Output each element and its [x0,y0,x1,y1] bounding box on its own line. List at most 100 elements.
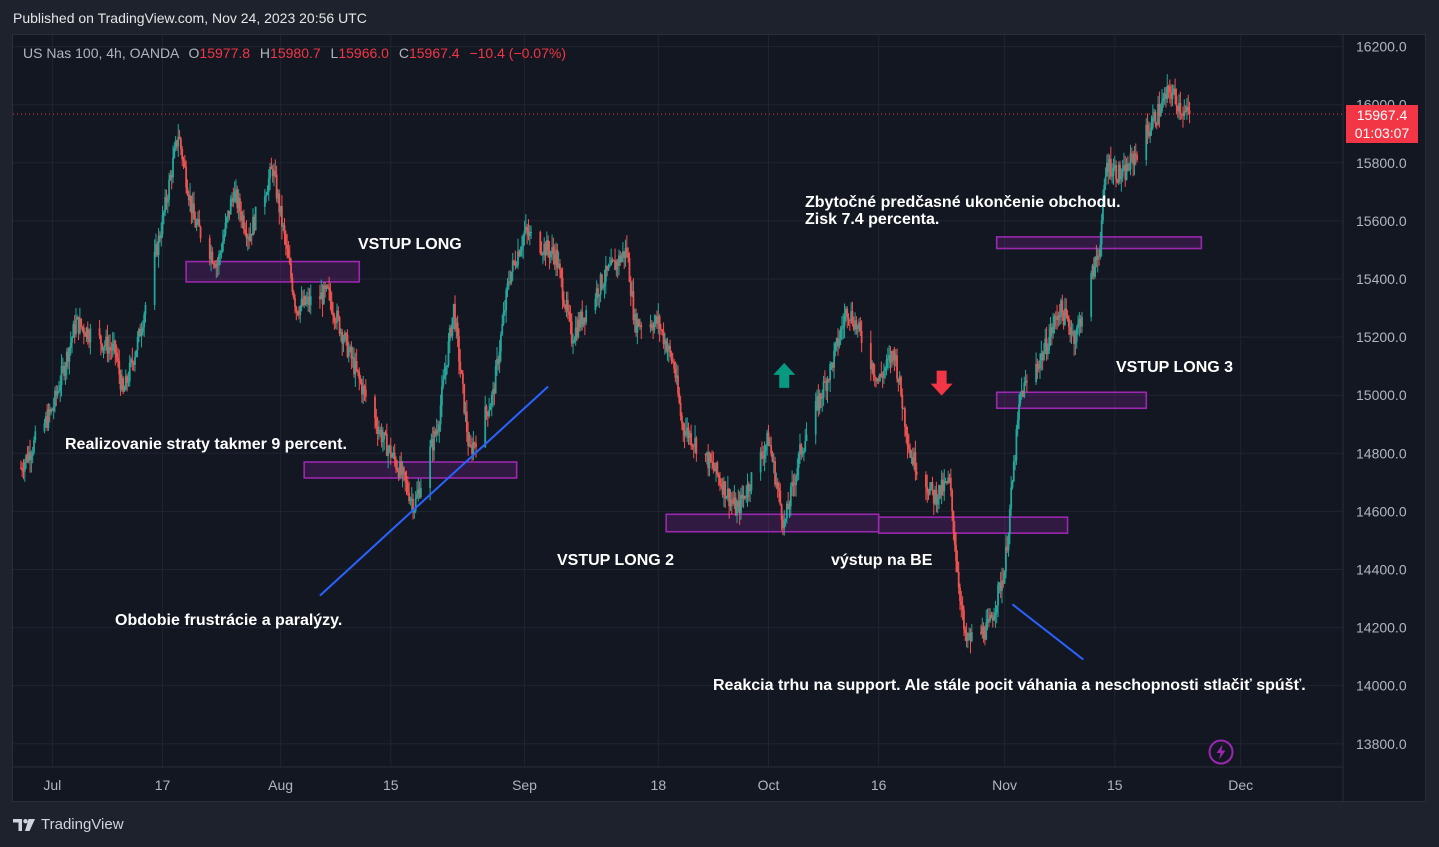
candle-body [611,259,614,261]
annotation-vstup-long-2[interactable]: VSTUP LONG 2 [557,552,675,569]
candle-body [173,148,176,158]
entry-zone[interactable] [665,513,880,533]
price-tick-label: 14400.0 [1356,561,1407,577]
candle-body [77,316,80,334]
candle-body [402,467,405,472]
candle-body [629,282,632,296]
time-tick-label: 15 [1107,777,1123,793]
candle-body [168,179,170,200]
entry-zone[interactable] [185,260,361,283]
candle-body [26,454,29,462]
candle-body [218,254,220,266]
candle-body [888,355,891,359]
candle-body [1046,349,1049,355]
candle-body [522,236,525,247]
candle-body [564,305,567,309]
candle-body [162,211,165,216]
candle-body [1153,112,1156,118]
candle-body [723,481,725,495]
candle-body [490,394,493,406]
candle-body [1184,111,1187,113]
candle-body [245,232,248,239]
entry-zone[interactable] [995,391,1148,410]
entry-zone[interactable] [877,516,1069,534]
candle-body [140,331,143,337]
candle-body [673,362,675,369]
candle-body [1174,88,1177,96]
candle-body [526,226,529,232]
annotation-vstup-long-3[interactable]: VSTUP LONG 3 [1116,359,1234,376]
candle-body [294,297,296,308]
entry-zone[interactable] [303,461,518,479]
price-tick-label: 14600.0 [1356,503,1407,519]
candle-body [185,166,188,188]
price-tick-label: 15600.0 [1356,213,1407,229]
candle-body [1073,331,1076,344]
candle-body [362,386,365,395]
tradingview-logo[interactable]: TradingView [13,816,124,833]
candle-body [333,315,336,322]
annotation-vystup-be[interactable]: výstup na BE [831,552,933,569]
candle-body [995,605,998,613]
annotation-frustracia[interactable]: Obdobie frustrácie a paralýzy. [115,612,343,629]
candle-body [1155,124,1158,126]
candle-body [485,406,488,413]
candle-body [194,219,197,228]
candle-body [417,489,420,494]
candle-body [732,501,734,504]
candle-body [544,243,547,256]
candle-body [549,252,552,258]
candle-body [413,510,416,513]
candle-body [178,136,181,139]
candle-body [947,477,950,483]
candle-body [25,454,28,463]
candle-body [935,489,938,505]
candle-body [578,319,581,328]
candle-body [879,373,881,381]
candle-body [624,247,627,259]
candle-body [716,462,719,475]
candle-body [835,338,838,344]
trend-line[interactable] [319,385,549,597]
annotation-reakcia[interactable]: Reakcia trhu na support. Ale stále pocit… [713,677,1306,694]
annotation-strata[interactable]: Realizovanie straty takmer 9 percent. [65,436,347,453]
chart-frame[interactable] [12,34,1426,802]
candle-body [825,381,828,391]
candle-body [750,472,753,491]
candle-body [562,299,565,306]
candle-body [597,288,599,297]
candle-body [728,488,731,507]
legend-symbol[interactable]: US Nas 100, 4h, OANDA [23,45,179,61]
candle-body [576,327,578,338]
candle-body [940,479,943,496]
candle-body [627,252,630,259]
lightning-icon[interactable] [1207,738,1235,766]
candle-body [385,433,388,456]
candle-body [959,587,961,602]
candle-body [86,327,89,340]
candle-body [378,431,380,435]
trend-line[interactable] [1011,603,1084,661]
candle-body [660,328,662,331]
entry-zone[interactable] [995,236,1203,250]
candle-body [359,379,362,383]
annotation-zbytocne[interactable]: Zbytočné predčasné ukončenie obchodu. Zi… [805,194,1121,228]
candle-body [392,452,395,456]
candle-body [263,196,266,207]
candle-body [266,191,269,195]
candle-body [418,489,421,498]
candle-body [989,614,992,621]
candle-body [233,191,236,202]
candle-body [467,432,470,447]
annotation-vstup-long[interactable]: VSTUP LONG [358,236,462,253]
candle-body [374,396,376,419]
candle-body [572,342,574,344]
candle-body [492,388,494,395]
candle-body [1162,98,1165,102]
candle-body [595,288,598,299]
arrow-up-icon[interactable] [773,362,796,388]
arrow-down-icon[interactable] [930,370,953,396]
candle-body [383,432,386,440]
candle-body [1001,580,1003,591]
